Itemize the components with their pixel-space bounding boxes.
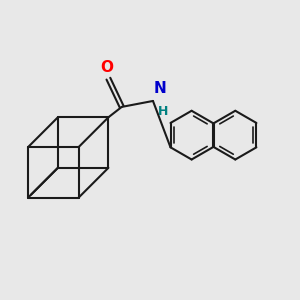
Text: O: O — [100, 60, 113, 75]
Text: N: N — [154, 81, 166, 96]
Text: H: H — [158, 104, 168, 118]
